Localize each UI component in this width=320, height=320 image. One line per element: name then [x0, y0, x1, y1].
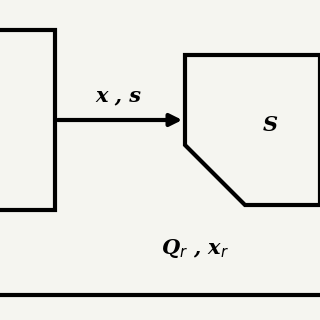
Text: Q$_r$ , x$_r$: Q$_r$ , x$_r$ [161, 237, 229, 260]
Text: x , s: x , s [95, 85, 141, 105]
Text: S: S [262, 115, 277, 135]
